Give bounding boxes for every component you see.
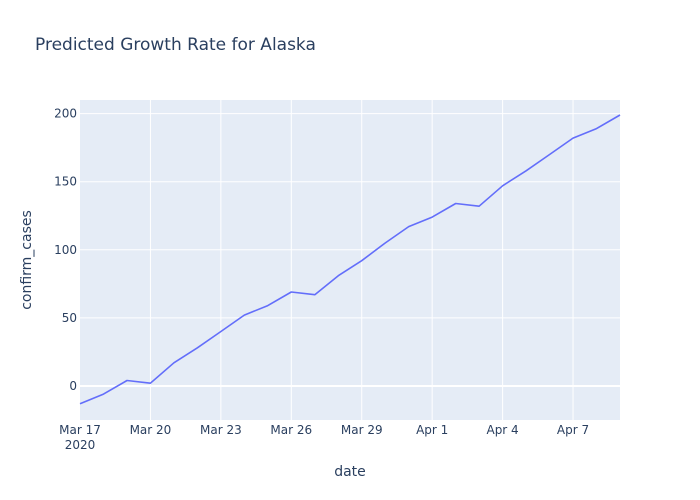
x-tick-label: Apr 1 bbox=[416, 423, 448, 437]
x-tick-label: Mar 23 bbox=[200, 423, 242, 437]
x-tick-label: Apr 7 bbox=[557, 423, 589, 437]
x-axis-title: date bbox=[334, 464, 366, 480]
grid-lines bbox=[80, 100, 620, 420]
x-tick-label: Mar 26 bbox=[270, 423, 312, 437]
y-tick-label: 200 bbox=[54, 107, 77, 121]
x-tick-label: Apr 4 bbox=[486, 423, 518, 437]
chart-title: Predicted Growth Rate for Alaska bbox=[35, 35, 316, 55]
plot-background bbox=[80, 100, 620, 420]
y-tick-label: 150 bbox=[54, 175, 77, 189]
x-tick-label: Mar 20 bbox=[130, 423, 172, 437]
y-tick-labels: 0 50 100 150 200 bbox=[54, 107, 77, 393]
x-tick-label: Mar 17 bbox=[59, 423, 101, 437]
x-tick-sublabel: 2020 bbox=[65, 438, 96, 452]
y-tick-label: 50 bbox=[62, 311, 77, 325]
x-tick-label: Mar 29 bbox=[341, 423, 383, 437]
series-line bbox=[79, 114, 621, 405]
y-axis-title: confirm_cases bbox=[19, 210, 35, 310]
y-tick-label: 0 bbox=[69, 379, 77, 393]
series-group bbox=[79, 114, 621, 405]
y-tick-label: 100 bbox=[54, 243, 77, 257]
